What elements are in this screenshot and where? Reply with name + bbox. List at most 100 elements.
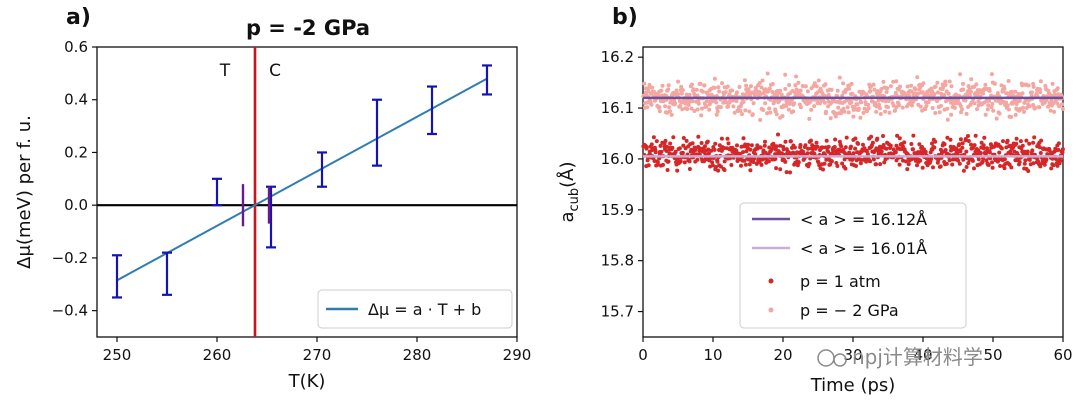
- series-1-point: [727, 92, 732, 97]
- series-1-point: [812, 81, 817, 86]
- series-0-point: [958, 137, 963, 142]
- panel-b-legend-box: [739, 202, 967, 329]
- series-0-point: [853, 146, 858, 151]
- series-0-point: [705, 139, 710, 144]
- series-0-point: [1037, 145, 1042, 150]
- series-1-point: [997, 111, 1002, 116]
- series-1-point: [991, 108, 996, 113]
- panel-b-legend: < a > = 16.12Å < a > = 16.01Å p = 1 atm …: [739, 202, 967, 329]
- series-1-point: [824, 109, 828, 114]
- series-0-point: [803, 143, 808, 148]
- series-0-point: [839, 144, 844, 149]
- series-1-point: [1057, 104, 1062, 109]
- series-1-point: [983, 112, 988, 117]
- series-1-point: [1006, 107, 1011, 112]
- series-1-point: [744, 83, 749, 88]
- series-1-point: [737, 85, 742, 89]
- series-0-point: [874, 162, 878, 167]
- series-1-point: [721, 100, 726, 105]
- series-1-point: [1027, 104, 1032, 109]
- series-0-point: [843, 145, 848, 150]
- series-1-point: [833, 114, 838, 119]
- series-1-point: [994, 116, 999, 121]
- series-1-point: [989, 105, 994, 110]
- series-1-point: [964, 111, 969, 116]
- series-0-point: [878, 162, 883, 167]
- series-0-point: [950, 162, 955, 167]
- series-1-point: [878, 112, 883, 116]
- series-0-point: [743, 162, 748, 167]
- series-1-point: [712, 76, 717, 81]
- series-0-point: [933, 139, 938, 144]
- series-1-point: [877, 102, 881, 107]
- series-1-point: [851, 114, 856, 119]
- series-0-point: [835, 164, 840, 168]
- series-1-point: [1010, 89, 1014, 94]
- series-1-point: [691, 87, 696, 92]
- series-1-point: [758, 118, 763, 122]
- series-0-point: [665, 144, 670, 149]
- series-0-point: [751, 160, 756, 164]
- series-0-point: [976, 157, 981, 162]
- series-1-point: [856, 106, 861, 111]
- series-1-point: [647, 82, 652, 87]
- series-1-point: [787, 83, 792, 87]
- series-1-point: [835, 88, 840, 93]
- series-1-point: [887, 110, 892, 115]
- series-0-point: [981, 146, 986, 151]
- series-0-point: [833, 137, 838, 142]
- series-0-point: [816, 160, 821, 165]
- series-1-point: [816, 78, 821, 83]
- series-1-point: [1037, 105, 1042, 110]
- series-0-point: [796, 160, 801, 165]
- series-0-point: [706, 147, 711, 152]
- series-1-point: [800, 84, 805, 88]
- series-0-point: [929, 156, 934, 161]
- series-1-point: [888, 84, 893, 89]
- panel-a-marks: [97, 47, 517, 337]
- series-1-point: [945, 117, 950, 122]
- series-1-point: [714, 100, 719, 105]
- series-1-point: [1009, 115, 1013, 119]
- series-0-point: [999, 146, 1004, 151]
- series-1-point: [849, 81, 854, 86]
- series-0-point: [812, 151, 817, 156]
- xtick-label-1: 260: [203, 346, 232, 364]
- series-0-point: [697, 152, 702, 157]
- series-1-point: [1050, 81, 1055, 86]
- series-0-point: [748, 147, 753, 152]
- series-0-point: [918, 158, 923, 163]
- series-0-point: [840, 161, 845, 166]
- series-1-point: [798, 105, 803, 110]
- series-0-point: [1009, 165, 1014, 170]
- series-1-point: [871, 82, 876, 87]
- legend-label-1atm: p = 1 atm: [800, 272, 881, 291]
- series-0-point: [964, 165, 969, 169]
- series-0-point: [746, 142, 751, 147]
- series-0-point: [945, 135, 950, 140]
- series-1-point: [849, 100, 854, 105]
- region-label-t: T: [219, 61, 231, 81]
- series-1-point: [814, 84, 819, 89]
- series-0-point: [871, 157, 876, 162]
- series-0-point: [670, 145, 675, 150]
- series-0-point: [1056, 147, 1061, 152]
- series-1-point: [1060, 102, 1064, 107]
- ytick-label-4: 0.4: [64, 91, 88, 109]
- series-0-point: [930, 141, 934, 146]
- series-0-point: [680, 150, 685, 155]
- series-0-point: [944, 161, 949, 166]
- series-0-point: [710, 163, 715, 168]
- series-1-point: [828, 116, 833, 121]
- series-0-point: [990, 165, 995, 170]
- ytick-label-5: 16.2: [601, 48, 634, 66]
- series-1-point: [698, 81, 703, 86]
- series-1-point: [966, 84, 971, 89]
- series-0-point: [843, 166, 848, 171]
- series-1-point: [656, 93, 661, 98]
- series-0-point: [677, 146, 682, 151]
- series-1-point: [1038, 90, 1043, 95]
- series-0-point: [801, 149, 806, 154]
- series-0-point: [1038, 164, 1043, 169]
- series-1-point: [783, 72, 788, 77]
